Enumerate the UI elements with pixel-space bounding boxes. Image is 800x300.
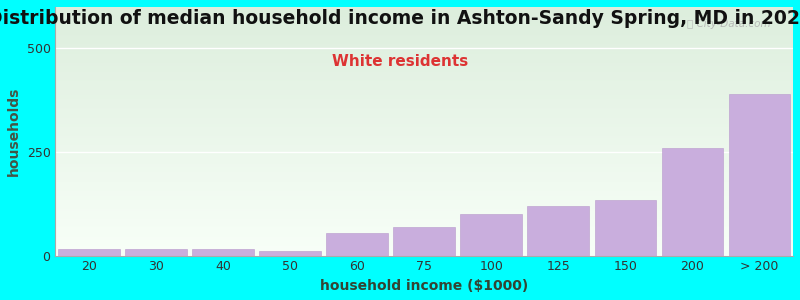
Bar — [58, 249, 120, 256]
Text: Ⓣ City-Data.com: Ⓣ City-Data.com — [687, 20, 771, 29]
Bar — [259, 251, 321, 256]
Bar — [729, 94, 790, 256]
Bar — [192, 249, 254, 256]
Bar — [662, 148, 723, 256]
Text: White residents: White residents — [332, 54, 468, 69]
Bar — [461, 214, 522, 256]
Bar — [394, 226, 455, 256]
Bar — [594, 200, 656, 256]
Text: Distribution of median household income in Ashton-Sandy Spring, MD in 2022: Distribution of median household income … — [0, 9, 800, 28]
Y-axis label: households: households — [7, 87, 21, 176]
X-axis label: household income ($1000): household income ($1000) — [320, 279, 528, 293]
Bar — [125, 249, 187, 256]
Bar — [527, 206, 589, 256]
Bar — [326, 233, 388, 256]
